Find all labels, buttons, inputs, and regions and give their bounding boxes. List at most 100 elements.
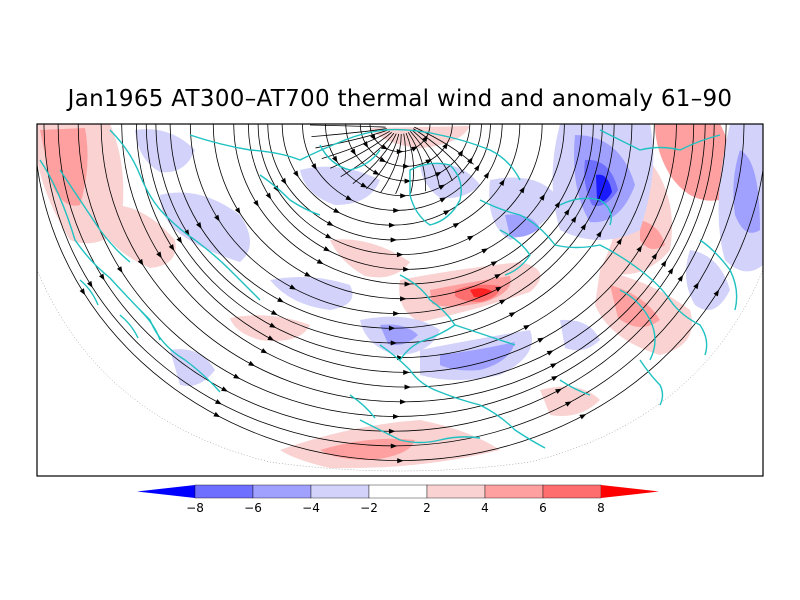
streamline-arrow [539, 193, 545, 201]
streamline-arrow [693, 282, 699, 290]
streamline-arrow [372, 169, 380, 175]
streamline-arrow [452, 222, 460, 229]
streamline-arrow [523, 324, 531, 331]
streamline-arrow [393, 310, 400, 317]
colorbar-tick-label: 8 [597, 501, 605, 515]
colorbar-end-triangle [601, 485, 659, 498]
streamline-arrow [289, 284, 297, 290]
streamline-arrow [280, 177, 287, 185]
streamline-arrow [490, 261, 498, 267]
streamline-arrow [570, 216, 577, 223]
streamline-arrow [388, 428, 396, 434]
streamline-arrow [333, 207, 341, 214]
streamline [380, 133, 402, 193]
streamline-arrow [555, 388, 562, 394]
streamline-arrow [473, 164, 480, 172]
streamline-arrow [403, 369, 410, 375]
streamline-arrow [564, 401, 572, 407]
streamline-arrow [79, 288, 86, 296]
streamline [311, 128, 387, 138]
streamline-arrow [156, 251, 162, 259]
streamline-arrow [495, 286, 503, 292]
streamline-arrow [379, 156, 387, 163]
colorbar-box [426, 484, 486, 499]
streamline-arrow [325, 233, 332, 239]
plot-frame [36, 123, 764, 477]
streamline-arrow [269, 322, 277, 328]
anomaly-patch [40, 128, 88, 206]
streamline-arrow [439, 197, 447, 203]
streamline-arrow [304, 271, 312, 277]
streamline-arrow [221, 386, 228, 392]
streamline-arrow [345, 195, 353, 201]
streamline-arrow [331, 155, 338, 163]
streamline-arrow [667, 267, 674, 275]
anomaly-patch [440, 342, 515, 371]
anomaly-patch [330, 239, 410, 278]
anomaly-patch [135, 129, 195, 173]
streamline-arrow [400, 296, 407, 302]
streamline [411, 129, 453, 182]
colorbar-box [252, 484, 312, 499]
streamline [310, 124, 386, 128]
streamline-arrow [326, 220, 334, 226]
streamline-arrow [270, 309, 278, 316]
streamline-arrow [563, 208, 570, 216]
streamline-arrow [87, 280, 93, 288]
colorbar-tick-label: −6 [244, 501, 262, 515]
anomaly-patch [160, 192, 250, 262]
streamline-arrow [267, 335, 275, 341]
colorbar-box [542, 484, 602, 499]
colorbar-box [310, 484, 370, 499]
streamline-arrow [253, 199, 259, 207]
streamline-arrow [99, 273, 105, 281]
streamline-arrow [388, 222, 396, 228]
streamline-arrow [265, 192, 272, 200]
streamline-arrow [499, 299, 506, 305]
streamline-arrow [277, 297, 284, 303]
colorbar-box [194, 484, 254, 499]
streamline-arrow [397, 458, 404, 464]
streamline [315, 129, 389, 149]
streamline-arrow [616, 238, 622, 245]
streamline-arrow [214, 399, 222, 405]
streamline-arrow [660, 260, 667, 267]
anomaly-patch [100, 204, 176, 268]
streamline-arrow [196, 222, 202, 229]
streamline-arrow [400, 193, 407, 199]
streamline-arrow [396, 149, 404, 155]
streamline-arrow [483, 171, 490, 179]
streamline [366, 133, 400, 190]
anomaly-patch [686, 250, 730, 310]
streamline-arrow [410, 146, 418, 152]
streamline-arrow [168, 244, 175, 251]
streamline-arrow [273, 185, 279, 193]
streamline-arrow [396, 252, 404, 258]
page-title: Jan1965 AT300–AT700 thermal wind and ano… [67, 86, 733, 112]
colorbar-end-triangle [137, 485, 195, 498]
streamline-arrow [390, 443, 398, 449]
streamline-arrow [234, 207, 241, 215]
anomaly-patch [300, 166, 380, 205]
streamline-arrow [519, 186, 525, 194]
streamline-arrow [116, 266, 123, 273]
streamline [321, 130, 390, 159]
streamline-arrow [360, 182, 368, 188]
streamline-arrow [713, 289, 720, 297]
streamline-arrow [651, 252, 658, 260]
streamline-arrow [316, 258, 324, 265]
streamline [409, 131, 440, 187]
streamline-arrow [550, 363, 557, 369]
streamline-arrow [677, 274, 684, 282]
anomaly-shading [37, 124, 763, 469]
coastlines [39, 128, 738, 449]
streamline [405, 132, 415, 194]
streamline-arrow [350, 148, 356, 156]
streamline-arrow [390, 237, 398, 243]
colorbar-tick-label: −8 [186, 501, 204, 515]
colorbar-tick-label: −4 [302, 501, 320, 515]
streamline-arrow [494, 273, 502, 280]
streamline-arrow [213, 411, 221, 418]
